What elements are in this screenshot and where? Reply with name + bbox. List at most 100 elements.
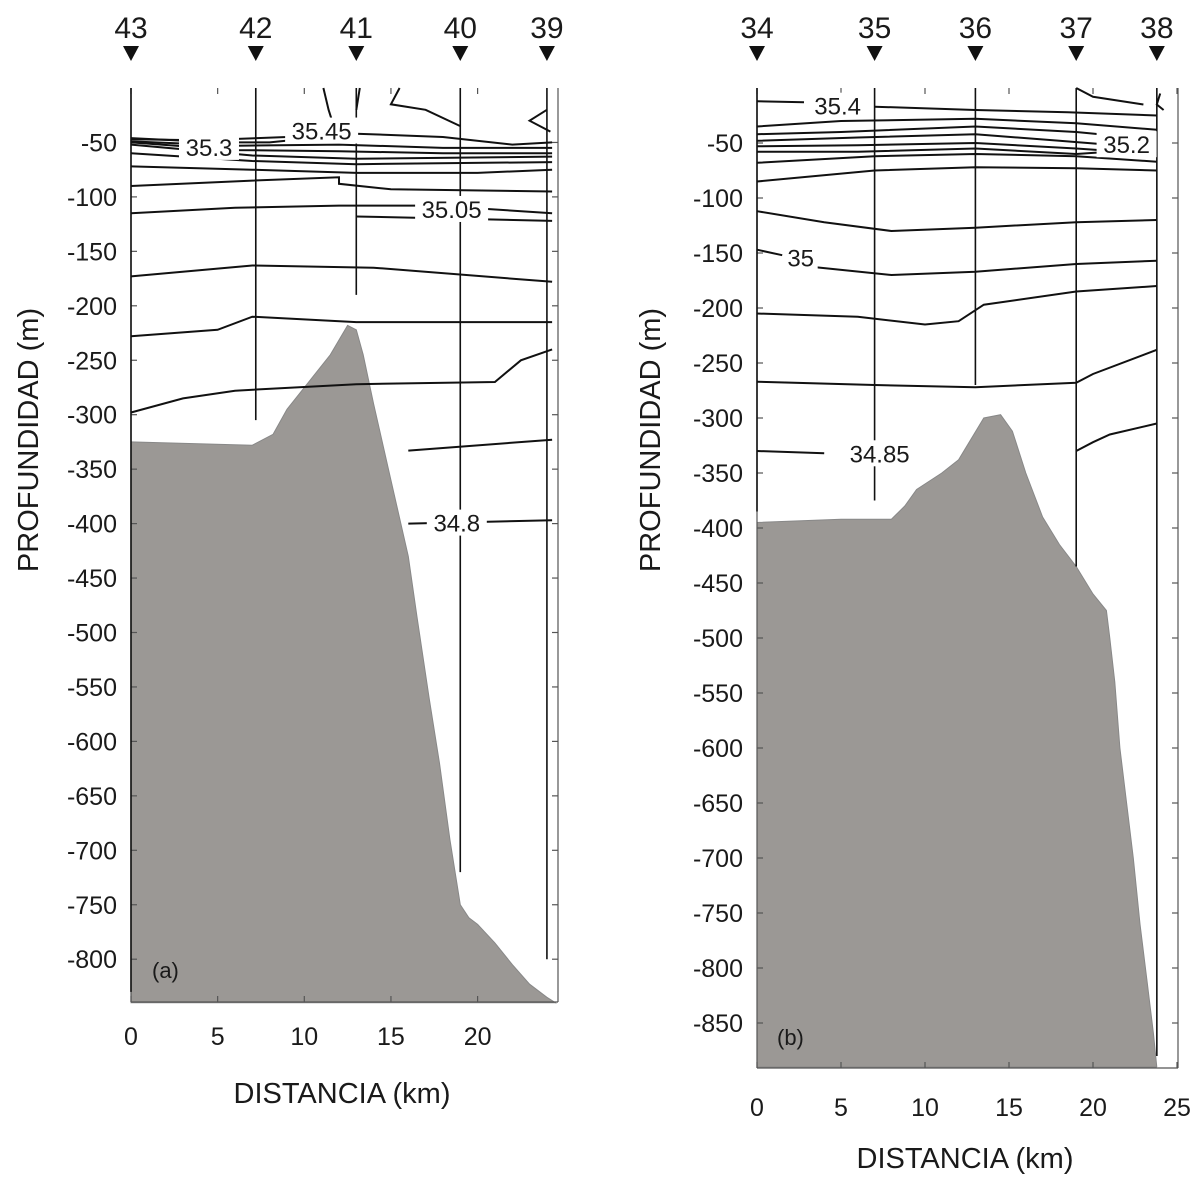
y-tick-label: -550 bbox=[67, 674, 117, 702]
isohaline-contour bbox=[130, 176, 553, 193]
station-label: 43 bbox=[114, 12, 147, 45]
x-axis-title: DISTANCIA (km) bbox=[857, 1143, 1074, 1175]
x-tick-label: 15 bbox=[377, 1023, 405, 1051]
y-tick-label: -700 bbox=[693, 845, 743, 873]
x-tick-label: 15 bbox=[995, 1094, 1023, 1122]
y-tick-label: -250 bbox=[693, 350, 743, 378]
y-tick-label: -600 bbox=[67, 728, 117, 756]
y-tick-label: -650 bbox=[693, 790, 743, 818]
y-tick-label: -500 bbox=[67, 620, 117, 648]
isohaline-contour bbox=[756, 210, 1157, 233]
isohaline-contour bbox=[1155, 93, 1165, 111]
y-tick-label: -400 bbox=[693, 515, 743, 543]
station-label: 39 bbox=[530, 12, 563, 45]
x-tick-label: 25 bbox=[1163, 1094, 1191, 1122]
y-tick-label: -100 bbox=[693, 185, 743, 213]
isohaline-contour bbox=[874, 105, 1157, 117]
isohaline-contour bbox=[130, 264, 553, 283]
isohaline-label-bg bbox=[426, 509, 487, 536]
x-tick-label: 5 bbox=[834, 1094, 848, 1122]
x-axis-title: DISTANCIA (km) bbox=[234, 1078, 451, 1110]
isohaline-contour bbox=[757, 147, 1110, 156]
isohaline-label-bg bbox=[285, 117, 359, 144]
panel-label: (a) bbox=[152, 958, 179, 983]
isohaline-label: 34.85 bbox=[850, 441, 910, 468]
isohaline-label: 34.8 bbox=[433, 511, 480, 538]
y-tick-label: -800 bbox=[693, 955, 743, 983]
isohaline-contour bbox=[756, 248, 783, 257]
isohaline-contour bbox=[756, 100, 805, 104]
x-tick-label: 20 bbox=[1079, 1094, 1107, 1122]
bathymetry-area bbox=[130, 324, 557, 1005]
isohaline-contour bbox=[408, 438, 553, 452]
isohaline-contour bbox=[756, 450, 825, 455]
y-tick-label: -50 bbox=[81, 129, 117, 157]
y-tick-label: -100 bbox=[67, 184, 117, 212]
y-tick-label: -300 bbox=[693, 405, 743, 433]
station-label: 40 bbox=[444, 12, 477, 45]
isohaline-contour bbox=[1075, 87, 1144, 106]
x-tick-label: 10 bbox=[290, 1023, 318, 1051]
station-marker bbox=[1068, 46, 1085, 61]
y-tick-label: -750 bbox=[67, 892, 117, 920]
y-axis-title: PROFUNDIDAD (m) bbox=[13, 308, 45, 572]
station-marker bbox=[1148, 46, 1165, 61]
y-tick-label: -850 bbox=[693, 1010, 743, 1038]
station-marker bbox=[749, 46, 765, 61]
station-marker bbox=[452, 46, 469, 61]
isohaline-contour bbox=[756, 285, 1157, 326]
x-tick-label: 0 bbox=[124, 1023, 138, 1051]
panel-b: -50 -100 -150 -200 -250 -300 -350 -400 -450 -500 -… bbox=[635, 12, 1191, 1175]
y-tick-label: -300 bbox=[67, 402, 117, 430]
y-tick-label: -500 bbox=[693, 625, 743, 653]
station-label: 42 bbox=[239, 12, 272, 45]
isohaline-contour bbox=[130, 315, 553, 338]
station-label: 38 bbox=[1140, 12, 1173, 45]
station-label: 41 bbox=[340, 12, 373, 45]
x-tick-label: 20 bbox=[464, 1023, 492, 1051]
station-marker bbox=[247, 46, 264, 61]
isohaline-label-bg bbox=[843, 440, 917, 467]
y-tick-label: -350 bbox=[693, 460, 743, 488]
isohaline-label: 35.3 bbox=[186, 135, 233, 162]
isohaline-label-bg bbox=[807, 92, 868, 119]
isohaline-label: 35.2 bbox=[1103, 132, 1150, 159]
isohaline-contour bbox=[355, 87, 361, 110]
isohaline-contour bbox=[756, 166, 1157, 183]
y-tick-label: -400 bbox=[67, 511, 117, 539]
isohaline-contour bbox=[756, 117, 1157, 131]
isohaline-label-bg bbox=[783, 244, 818, 271]
y-tick-label: -650 bbox=[67, 783, 117, 811]
y-tick-label: -350 bbox=[67, 456, 117, 484]
station-label: 35 bbox=[858, 12, 891, 45]
isohaline-contour bbox=[527, 108, 551, 133]
isohaline-label-bg bbox=[178, 133, 239, 160]
isohaline-contour bbox=[756, 133, 1157, 150]
y-tick-label: -550 bbox=[693, 680, 743, 708]
y-tick-label: -600 bbox=[693, 735, 743, 763]
isohaline-contour bbox=[130, 348, 553, 414]
y-tick-label: -450 bbox=[67, 565, 117, 593]
y-tick-label: -750 bbox=[693, 900, 743, 928]
isohaline-label: 35.4 bbox=[814, 94, 861, 121]
station-label: 36 bbox=[959, 12, 992, 45]
isohaline-contour bbox=[130, 165, 553, 174]
y-tick-label: -700 bbox=[67, 837, 117, 865]
station-marker bbox=[866, 46, 883, 61]
bathymetry-area bbox=[756, 414, 1158, 1068]
y-axis-title: PROFUNDIDAD (m) bbox=[635, 308, 667, 572]
y-tick-label: -200 bbox=[67, 293, 117, 321]
isohaline-contour bbox=[756, 348, 1158, 389]
isohaline-contour bbox=[1075, 422, 1158, 452]
isohaline-label: 35.05 bbox=[422, 197, 482, 224]
station-label: 37 bbox=[1060, 12, 1093, 45]
y-tick-label: -150 bbox=[693, 240, 743, 268]
y-tick-label: -200 bbox=[693, 295, 743, 323]
station-marker bbox=[123, 46, 139, 61]
isohaline-label: 35 bbox=[787, 246, 814, 273]
station-marker bbox=[348, 46, 365, 61]
isohaline-contour bbox=[815, 259, 1157, 277]
y-tick-label: -800 bbox=[67, 946, 117, 974]
isohaline-contour bbox=[389, 87, 461, 128]
